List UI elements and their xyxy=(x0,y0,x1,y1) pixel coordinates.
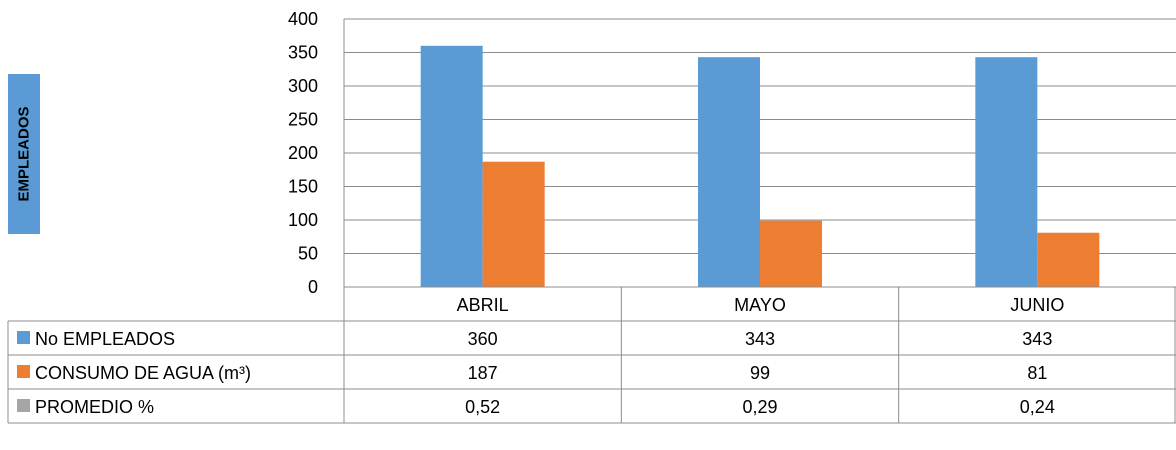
bar xyxy=(698,57,760,287)
data-table-value: 343 xyxy=(1022,329,1052,349)
y-tick-label: 200 xyxy=(288,143,318,163)
data-table-value: 0,24 xyxy=(1020,397,1055,417)
legend-label: No EMPLEADOS xyxy=(35,329,175,349)
legend-label: PROMEDIO % xyxy=(35,397,154,417)
data-table-value: 0,52 xyxy=(465,397,500,417)
data-table-value: 343 xyxy=(745,329,775,349)
bar xyxy=(483,162,545,287)
bar xyxy=(760,221,822,287)
x-tick-label: JUNIO xyxy=(1010,295,1064,315)
y-tick-label: 0 xyxy=(308,277,318,297)
legend-swatch xyxy=(17,365,30,378)
data-table-value: 99 xyxy=(750,363,770,383)
y-tick-label: 400 xyxy=(288,9,318,29)
y-tick-label: 300 xyxy=(288,76,318,96)
y-tick-label: 100 xyxy=(288,210,318,230)
legend-swatch xyxy=(17,399,30,412)
x-tick-label: MAYO xyxy=(734,295,786,315)
y-tick-label: 250 xyxy=(288,110,318,130)
bar xyxy=(421,46,483,287)
legend-swatch xyxy=(17,331,30,344)
y-tick-label: 50 xyxy=(298,244,318,264)
data-table-value: 81 xyxy=(1027,363,1047,383)
y-tick-label: 150 xyxy=(288,177,318,197)
bar xyxy=(975,57,1037,287)
x-tick-label: ABRIL xyxy=(457,295,509,315)
y-tick-label: 350 xyxy=(288,43,318,63)
bar xyxy=(1037,233,1099,287)
legend-label: CONSUMO DE AGUA (m³) xyxy=(35,363,251,383)
data-table-value: 0,29 xyxy=(742,397,777,417)
data-table-value: 360 xyxy=(468,329,498,349)
data-table-value: 187 xyxy=(468,363,498,383)
